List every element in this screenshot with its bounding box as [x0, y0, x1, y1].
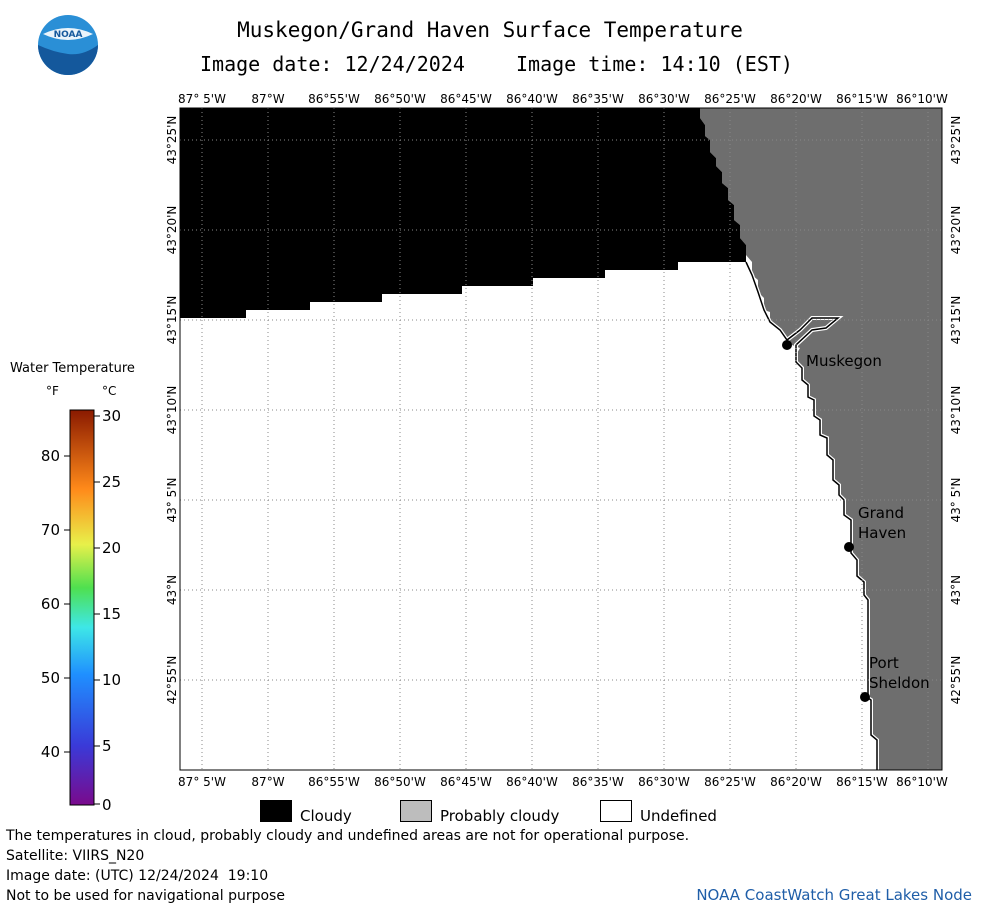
muskegon-marker	[782, 340, 792, 350]
image-date-label: Image date: 12/24/2024	[200, 52, 465, 76]
coastline-outline	[745, 261, 878, 770]
colorbar-tick-f: 40	[41, 743, 60, 761]
legend-swatch-probably-cloudy	[400, 800, 432, 822]
lat-label-right: 43°N	[949, 575, 963, 605]
lon-label-top: 86°20'W	[770, 92, 822, 106]
place-label-port-sheldon: Sheldon	[869, 674, 930, 692]
lon-label-top: 86°40'W	[506, 92, 558, 106]
colorbar-title: Water Temperature	[10, 361, 135, 376]
lon-label-bottom: 86°30'W	[638, 775, 690, 789]
place-label-grand-haven: Grand	[858, 504, 904, 522]
lon-label-top: 86°10'W	[896, 92, 948, 106]
lon-label-bottom: 86°40'W	[506, 775, 558, 789]
lon-label-bottom: 86°50'W	[374, 775, 426, 789]
colorbar-tick-c: 10	[102, 671, 121, 689]
legend-swatch-cloudy	[260, 800, 292, 822]
map-grid	[180, 108, 942, 770]
navigation-warning-text: Not to be used for navigational purpose	[6, 888, 285, 904]
lon-label-bottom: 87° 5'W	[178, 775, 226, 789]
lat-label-left: 43°N	[165, 575, 179, 605]
lat-label-left: 43°20'N	[165, 206, 179, 255]
colorbar-tick-c: 20	[102, 539, 121, 557]
lat-label-left: 43°10'N	[165, 386, 179, 435]
lat-label-right: 43°15'N	[949, 296, 963, 345]
lon-label-top: 86°50'W	[374, 92, 426, 106]
grand-haven-marker	[844, 542, 854, 552]
legend-swatch-undefined	[600, 800, 632, 822]
lat-label-right: 43°20'N	[949, 206, 963, 255]
disclaimer-text: The temperatures in cloud, probably clou…	[6, 828, 690, 844]
lat-label-right: 43°10'N	[949, 386, 963, 435]
colorbar-tick-c: 15	[102, 605, 121, 623]
colorbar-tick-f: 70	[41, 521, 60, 539]
colorbar-tick-c: 0	[102, 796, 112, 814]
lon-label-bottom: 86°45'W	[440, 775, 492, 789]
lon-label-top: 87° 5'W	[178, 92, 226, 106]
map-border	[179, 107, 943, 771]
lon-label-top: 86°25'W	[704, 92, 756, 106]
colorbar-tick-f: 60	[41, 595, 60, 613]
page-title: Muskegon/Grand Haven Surface Temperature	[237, 18, 743, 42]
lat-label-left: 43° 5'N	[165, 478, 179, 523]
land-area	[700, 108, 942, 770]
colorbar: 80 70 60 50 40 30 25 20 15 10 5 0	[41, 407, 121, 814]
lon-label-bottom: 86°20'W	[770, 775, 822, 789]
lon-label-top: 86°45'W	[440, 92, 492, 106]
colorbar-tick-c: 30	[102, 407, 121, 425]
colorbar-tick-c: 25	[102, 473, 121, 491]
place-label-port-sheldon: Port	[869, 654, 899, 672]
lat-label-left: 42°55'N	[165, 656, 179, 705]
colorbar-unit-c: °C	[102, 384, 117, 398]
lon-label-bottom: 86°35'W	[572, 775, 624, 789]
noaa-logo-text: NOAA	[54, 30, 83, 40]
colorbar-tick-f: 50	[41, 669, 60, 687]
place-label-grand-haven: Haven	[858, 524, 906, 542]
image-time-label: Image time: 14:10 (EST)	[516, 52, 793, 76]
utc-date-text: Image date: (UTC) 12/24/2024 19:10	[6, 868, 269, 884]
port-sheldon-marker	[860, 692, 870, 702]
lon-label-bottom: 87°W	[251, 775, 284, 789]
lat-label-right: 43° 5'N	[949, 478, 963, 523]
colorbar-tick-f: 80	[41, 447, 60, 465]
lon-label-top: 86°30'W	[638, 92, 690, 106]
place-label-muskegon: Muskegon	[806, 352, 882, 370]
legend-label-cloudy: Cloudy	[300, 807, 352, 825]
satellite-text: Satellite: VIIRS_N20	[6, 848, 145, 864]
cloudy-area	[180, 108, 746, 318]
noaa-logo: NOAA	[35, 14, 101, 76]
lon-label-top: 86°35'W	[572, 92, 624, 106]
lon-label-bottom: 86°10'W	[896, 775, 948, 789]
lat-label-right: 43°25'N	[949, 116, 963, 165]
lat-label-left: 43°25'N	[165, 116, 179, 165]
lon-label-top: 87°W	[251, 92, 284, 106]
lat-label-right: 42°55'N	[949, 656, 963, 705]
legend-label-undefined: Undefined	[640, 807, 717, 825]
lat-label-left: 43°15'N	[165, 296, 179, 345]
lon-label-bottom: 86°55'W	[308, 775, 360, 789]
lon-label-bottom: 86°15'W	[836, 775, 888, 789]
lon-label-bottom: 86°25'W	[704, 775, 756, 789]
colorbar-unit-f: °F	[46, 384, 59, 398]
lon-label-top: 86°15'W	[836, 92, 888, 106]
legend-label-probably-cloudy: Probably cloudy	[440, 807, 560, 825]
credit-text: NOAA CoastWatch Great Lakes Node	[696, 886, 972, 904]
colorbar-tick-c: 5	[102, 737, 112, 755]
colorbar-gradient	[69, 409, 95, 806]
lon-label-top: 86°55'W	[308, 92, 360, 106]
